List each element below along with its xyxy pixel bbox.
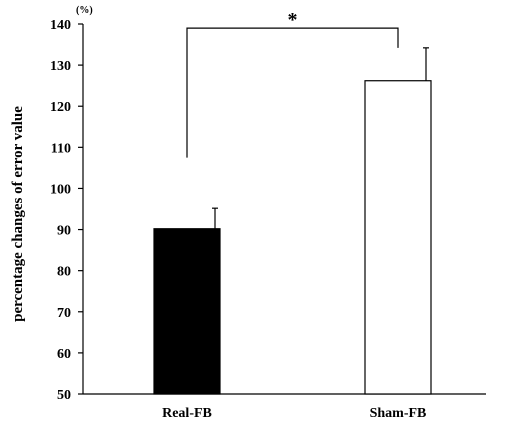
y-tick-label: 130 — [50, 59, 71, 74]
y-axis-unit: (%) — [76, 5, 93, 16]
y-tick-label: 100 — [50, 182, 71, 197]
bar-sham-fb — [364, 80, 432, 395]
y-tick-label: 70 — [57, 306, 71, 321]
y-tick-label: 80 — [57, 265, 71, 280]
y-tick-label: 120 — [50, 100, 71, 115]
y-tick-label: 90 — [57, 224, 71, 239]
x-category-label: Real-FB — [162, 406, 212, 421]
significance-bracket — [186, 27, 399, 158]
y-tick-label: 140 — [50, 18, 71, 33]
plot-area: 50 60 70 80 90 100 110 120 130 140 Real-FB Sham-FB * — [50, 9, 486, 421]
significance-marker: * — [288, 9, 298, 31]
bar-real-fb — [153, 228, 221, 395]
y-axis-title: percentage changes of error value — [10, 106, 26, 322]
y-tick-label: 110 — [51, 141, 71, 156]
x-category-label: Sham-FB — [370, 406, 427, 421]
y-tick-label: 60 — [57, 347, 71, 362]
y-axis-title-group: percentage changes of error value — [10, 106, 26, 322]
y-tick-label: 50 — [57, 388, 71, 403]
